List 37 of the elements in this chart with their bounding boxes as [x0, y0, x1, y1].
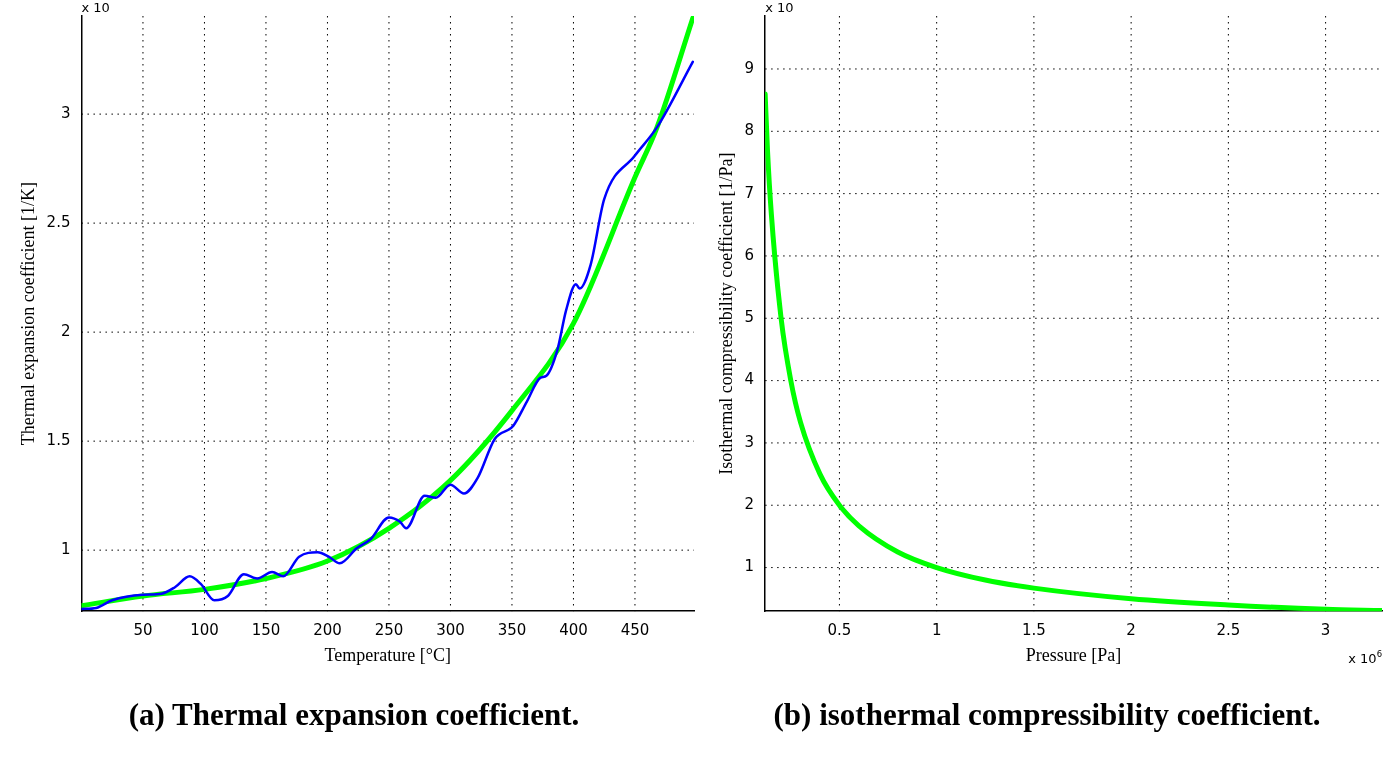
- y-tick-label: 3: [744, 432, 755, 451]
- text: (a) Thermal expansion coefficient.: [128, 697, 580, 733]
- x-tick-label: 400: [559, 621, 588, 640]
- y-tick-label: 1.5: [46, 431, 71, 450]
- text: (b) isothermal compressibility coefficient.: [773, 697, 1321, 733]
- y-tick-label: 1: [60, 540, 71, 559]
- y-tick-label: 3: [60, 104, 71, 122]
- x-tick-label: 350: [497, 621, 527, 640]
- x-tick-label: 3: [1320, 621, 1331, 640]
- x-tick-label: 250: [374, 621, 404, 640]
- text: x 10: [765, 0, 794, 15]
- y-tick-label: 1: [744, 557, 755, 576]
- x-axis-title: Pressure [Pa]: [1025, 644, 1122, 665]
- x-tick-label: 100: [190, 621, 219, 640]
- y-tick-label: 8: [744, 121, 755, 140]
- x-tick-label: 1: [931, 621, 942, 640]
- x-tick-label: 1.5: [1021, 621, 1046, 640]
- x-tick-label: 2: [1126, 621, 1136, 640]
- x-tick-label: 300: [436, 621, 465, 640]
- y-tick-label: 2: [744, 495, 755, 514]
- y-tick-label: 7: [744, 183, 755, 202]
- y-tick-label: 4: [744, 370, 755, 389]
- x-tick-label: 0.5: [827, 621, 852, 640]
- text: x 10: [81, 0, 110, 15]
- y-tick-label: 6: [744, 245, 755, 264]
- x-tick-label: 150: [251, 621, 281, 640]
- y-tick-label: 2: [60, 322, 71, 341]
- y-tick-label: 9: [744, 58, 755, 77]
- y-axis-title: Thermal expansion coefficient [1/K]: [17, 182, 38, 446]
- x-tick-label: 450: [620, 621, 650, 640]
- x-axis-title: Temperature [°C]: [324, 644, 451, 665]
- y-tick-label: 2.5: [46, 213, 71, 232]
- y-tick-label: 5: [744, 308, 755, 327]
- x-tick-label: 200: [313, 621, 342, 640]
- y-axis-title: Isothermal compressibility coefficient [1/Pa]: [715, 152, 736, 475]
- x-tick-label: 2.5: [1216, 621, 1241, 640]
- x-tick-label: 50: [133, 621, 153, 640]
